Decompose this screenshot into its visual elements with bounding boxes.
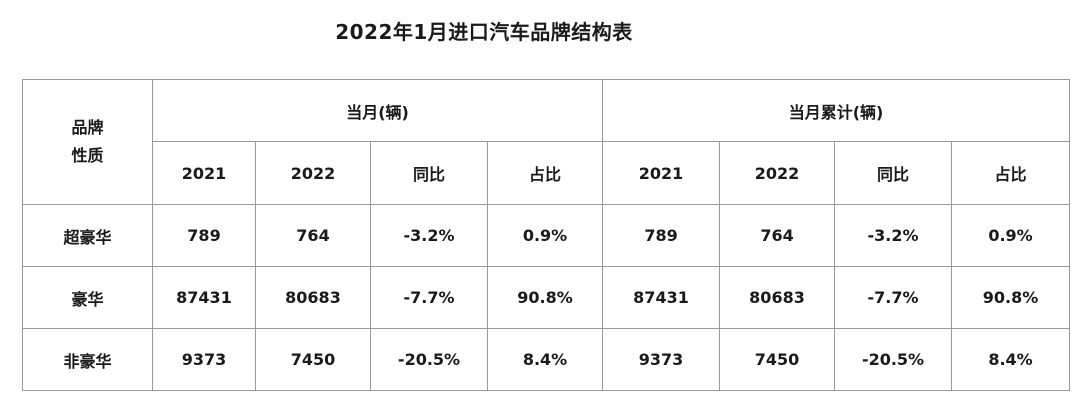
table-cell: 0.9% [486,204,604,267]
table-cell: 8.4% [951,328,1071,391]
table-cell: 7450 [255,328,371,391]
sub-header-cell: 同比 [370,141,488,205]
table-cell: -3.2% [834,204,953,267]
table-cell: 87431 [152,266,256,329]
table-row: 非豪华 9373 7450 -20.5% 8.4% 9373 7450 -20.… [22,328,1071,391]
table-header-row-groups: 品牌 性质 当月(辆) 当月累计(辆) [22,79,1071,205]
table-cell: 7450 [719,328,836,391]
row-label-cell: 豪华 [22,266,153,329]
sub-header-cell: 占比 [486,141,604,205]
table-row: 超豪华 789 764 -3.2% 0.9% 789 764 -3.2% 0.9… [22,204,1071,267]
row-label-cell: 非豪华 [22,328,153,391]
sub-header-cell: 2022 [255,141,371,205]
table-cell: 80683 [719,266,836,329]
corner-label-nature: 性质 [71,146,104,165]
sub-header-cell: 占比 [951,141,1071,205]
table-cell: 789 [152,204,256,267]
sub-header-cell: 2022 [719,141,836,205]
table-cell: -7.7% [834,266,953,329]
table-cell: -7.7% [370,266,488,329]
table-cell: 87431 [602,266,721,329]
sub-header-cell: 2021 [152,141,256,205]
page-title: 2022年1月进口汽车品牌结构表 [335,20,633,44]
table-cell: 764 [719,204,836,267]
group-header-month: 当月(辆) [151,79,604,142]
table-cell: -20.5% [370,328,488,391]
group-header-cumulative: 当月累计(辆) [602,79,1071,142]
table-row: 豪华 87431 80683 -7.7% 90.8% 87431 80683 -… [22,266,1071,329]
table-cell: 80683 [255,266,371,329]
corner-header-cell: 品牌 性质 [22,79,153,205]
row-label-cell: 超豪华 [22,204,153,267]
sub-header-cell: 同比 [834,141,953,205]
table-cell: -20.5% [834,328,953,391]
brand-structure-table: 品牌 性质 当月(辆) 当月累计(辆) 2021 2022 同比 占比 2021… [22,79,1071,391]
table-cell: 90.8% [951,266,1071,329]
table-cell: 9373 [602,328,721,391]
table-cell: 90.8% [486,266,604,329]
sub-header-cell: 2021 [602,141,721,205]
table-cell: 764 [255,204,371,267]
table-cell: 9373 [152,328,256,391]
table-cell: -3.2% [370,204,488,267]
table-header-row-sub: 2021 2022 同比 占比 2021 2022 同比 占比 [23,141,1071,205]
table-cell: 789 [602,204,721,267]
table-cell: 8.4% [486,328,604,391]
table-cell: 0.9% [951,204,1071,267]
corner-label-brand: 品牌 [71,118,104,137]
